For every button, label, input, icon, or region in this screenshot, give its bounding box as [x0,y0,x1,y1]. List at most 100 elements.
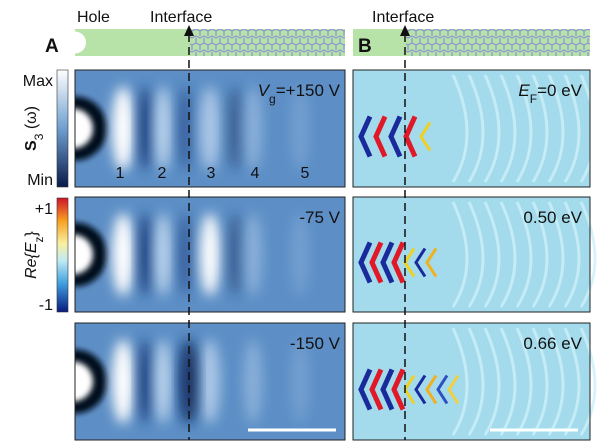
colorbar-min: Min [27,172,53,189]
fringe [227,213,243,296]
lattice [190,29,345,56]
fringe-label: 3 [207,165,216,182]
map-label: 0.66 eV [523,334,582,353]
chevron [436,374,449,405]
map-label-rest: =+150 V [276,81,341,100]
interface-arrow [184,25,194,36]
fringe [244,339,262,424]
wave-arc [515,327,533,436]
wave-arc [563,74,581,183]
map-b [352,196,597,313]
fringe [178,213,192,296]
colorbar-title-sub: z [32,236,46,242]
map-b [352,322,597,441]
interface-label: Interface [150,9,212,26]
wave-arc [499,74,517,183]
wave-arc [547,201,565,308]
colorbar-title-rest: } [23,230,40,236]
frame [352,69,591,188]
fringe [182,339,198,424]
fringe [291,86,309,171]
content: A B Hole Interface Interface Vg=+150 V -75 V -1… [23,9,597,441]
frame [74,322,346,441]
frame [74,196,346,313]
fringe [244,86,262,171]
fringe [112,213,134,296]
map-label-sub: g [269,92,276,106]
frame [352,196,591,313]
chevron [425,247,438,278]
map-content [75,197,345,312]
map-a [74,69,346,188]
map-label-main: E [518,81,530,100]
fringe [291,339,309,424]
colorbar-title: S3 (ω) [23,106,46,151]
map-label: -150 V [290,334,341,353]
chevron [414,247,427,278]
fringe-label: 4 [251,165,260,182]
wave-arc [531,201,549,308]
wave-arc [483,201,501,308]
strip-a [64,29,345,56]
chevron [388,115,403,158]
interface-label: Interface [372,9,434,26]
wave-arc [531,327,549,436]
map-label-main: V [258,81,271,100]
chevron [414,374,427,405]
chevron [369,368,384,411]
wave-arc [547,327,565,436]
chevron [419,121,432,152]
fringe [291,213,309,296]
map-label: -75 V [299,208,340,227]
fringe [227,86,243,171]
fringe-label: 5 [301,165,310,182]
wave-arc [499,327,517,436]
fringe [200,213,220,296]
chevron [425,374,438,405]
fringe [112,86,134,171]
map-content [353,197,597,312]
bg [353,323,590,440]
hole [64,31,86,54]
chevron [358,241,373,284]
map-b [352,69,591,188]
colorbar-min: -1 [39,297,53,314]
fringe [244,213,262,296]
frame [352,322,591,441]
fringe [200,339,220,424]
wave-arc [563,327,581,436]
interface-arrow [400,25,410,36]
wave-arc [451,74,469,183]
fringe [138,339,152,424]
map-a [74,196,346,313]
colorbar-title-main: S [23,140,40,151]
map-content [353,70,590,187]
colorbar [56,69,69,188]
map-label: 0.50 eV [523,208,582,227]
fringe [155,213,171,296]
wave-arc [451,201,469,308]
colorbar-max: Max [23,73,53,90]
chevron [380,368,395,411]
colorbar-title-main: Re{E [23,242,40,279]
map-content [353,323,597,440]
wave-arc [563,201,581,308]
colorbar [56,197,69,313]
wave-arc [579,74,590,183]
map-label-rest: =0 eV [537,81,583,100]
chevron [358,368,373,411]
chevron [447,374,460,405]
map-label-sub: F [530,92,537,106]
chevron [380,241,395,284]
wave-arc [483,74,501,183]
chevron [369,241,384,284]
wave-arc [467,201,485,308]
colorbar-title-rest: (ω) [23,106,40,134]
fringe [112,339,134,424]
wave-arc [547,74,565,183]
panel-label: A [45,36,59,57]
hole-core [75,234,93,275]
map-label: EF=0 eV [518,81,582,106]
colorbar-title-sub: 3 [32,133,46,140]
